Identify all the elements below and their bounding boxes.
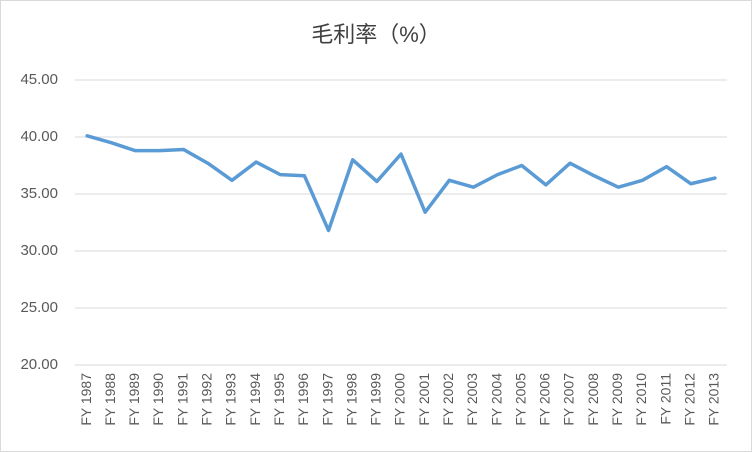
x-tick-label: FY 1988	[102, 373, 118, 426]
x-tick-label: FY 2005	[512, 373, 528, 426]
x-tick-label: FY 2007	[561, 373, 577, 426]
x-tick-label: FY 2002	[440, 373, 456, 426]
x-tick-label: FY 1995	[271, 373, 287, 426]
x-tick-label: FY 1993	[223, 373, 239, 426]
y-tick-label: 45.00	[20, 71, 58, 88]
x-tick-label: FY 1997	[319, 373, 335, 426]
x-tick-label: FY 1989	[126, 373, 142, 426]
x-tick-label: FY 2011	[657, 373, 673, 425]
x-tick-label: FY 1990	[150, 373, 166, 426]
x-tick-label: FY 1998	[343, 373, 359, 426]
y-tick-label: 30.00	[20, 242, 58, 259]
chart-title: 毛利率（%）	[311, 22, 441, 47]
x-tick-label: FY 2001	[416, 373, 432, 426]
x-tick-label: FY 1999	[368, 373, 384, 426]
y-tick-label: 25.00	[20, 299, 58, 316]
x-tick-label: FY 2009	[609, 373, 625, 426]
x-tick-label: FY 1996	[295, 373, 311, 426]
y-tick-label: 35.00	[20, 185, 58, 202]
y-tick-label: 40.00	[20, 128, 58, 145]
x-tick-label: FY 1991	[174, 373, 190, 426]
x-tick-label: FY 2010	[633, 373, 649, 426]
line-series	[85, 134, 717, 233]
x-tick-label: FY 2000	[392, 373, 408, 426]
x-tick-label: FY 2006	[537, 373, 553, 426]
x-tick-label: FY 1992	[199, 373, 215, 426]
x-tick-label: FY 2012	[681, 373, 697, 426]
x-tick-label: FY 2004	[488, 373, 504, 426]
x-tick-label: FY 1994	[247, 373, 263, 426]
x-tick-label: FY 2003	[464, 373, 480, 426]
x-tick-label: FY 2008	[585, 373, 601, 426]
y-tick-label: 20.00	[20, 356, 58, 373]
x-tick-label: FY 2013	[706, 373, 722, 426]
x-tick-label: FY 1987	[78, 373, 94, 426]
